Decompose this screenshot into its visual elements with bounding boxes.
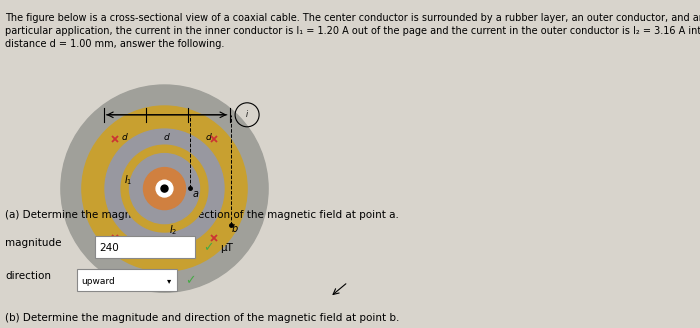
Text: μT: μT bbox=[220, 243, 233, 253]
Circle shape bbox=[130, 154, 200, 224]
Text: magnitude: magnitude bbox=[5, 238, 62, 248]
Circle shape bbox=[105, 129, 224, 248]
Circle shape bbox=[82, 106, 247, 271]
Text: b: b bbox=[232, 224, 237, 234]
Text: ✓: ✓ bbox=[203, 241, 214, 255]
Text: d: d bbox=[164, 133, 169, 142]
Bar bbox=[77, 269, 177, 291]
Text: (b) Determine the magnitude and direction of the magnetic field at point b.: (b) Determine the magnitude and directio… bbox=[5, 313, 400, 323]
Text: $I_1$: $I_1$ bbox=[124, 173, 132, 187]
Circle shape bbox=[156, 180, 173, 197]
Text: ✓: ✓ bbox=[185, 275, 195, 288]
Text: 240: 240 bbox=[99, 243, 119, 253]
Text: a: a bbox=[193, 189, 199, 198]
Text: distance d = 1.00 mm, answer the following.: distance d = 1.00 mm, answer the followi… bbox=[5, 39, 225, 49]
Text: upward: upward bbox=[81, 277, 115, 285]
Text: particular application, the current in the inner conductor is I₁ = 1.20 A out of: particular application, the current in t… bbox=[5, 26, 700, 36]
Text: d: d bbox=[122, 133, 127, 142]
Text: (a) Determine the magnitude and direction of the magnetic field at point a.: (a) Determine the magnitude and directio… bbox=[5, 210, 399, 220]
Circle shape bbox=[121, 145, 208, 232]
Text: ▾: ▾ bbox=[167, 277, 172, 285]
Text: direction: direction bbox=[5, 271, 51, 281]
Text: The figure below is a cross-sectional view of a coaxial cable. The center conduc: The figure below is a cross-sectional vi… bbox=[5, 13, 700, 23]
Text: $I_2$: $I_2$ bbox=[169, 223, 178, 236]
Bar bbox=[95, 236, 195, 258]
Circle shape bbox=[61, 85, 268, 292]
Circle shape bbox=[161, 185, 168, 192]
Text: i: i bbox=[246, 110, 248, 119]
Circle shape bbox=[144, 168, 186, 210]
Text: d: d bbox=[206, 133, 211, 142]
